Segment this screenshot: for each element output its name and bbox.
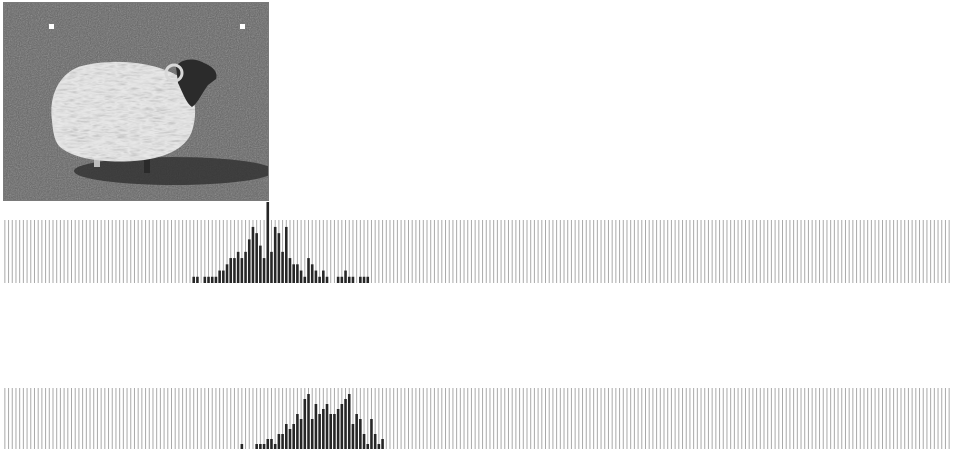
histogram-bar: [266, 439, 270, 449]
histogram-bar: [322, 409, 325, 449]
histogram-bar: [262, 258, 266, 283]
histogram-bar: [325, 276, 329, 283]
histogram-bar: [292, 264, 295, 283]
histogram-bar: [222, 270, 225, 283]
histogram-bar: [218, 270, 221, 283]
histogram-bar: [307, 258, 310, 283]
histogram-bar: [351, 276, 355, 283]
histogram-bar: [381, 439, 384, 449]
histogram-bar: [299, 270, 303, 283]
histogram-bar: [240, 444, 244, 449]
histogram-bar: [314, 404, 318, 449]
histogram-bar: [373, 434, 377, 449]
histogram-bar: [288, 429, 292, 449]
histogram-bar: [310, 419, 314, 449]
histogram-bar: [336, 276, 340, 283]
histogram-bar: [273, 226, 277, 283]
histogram-bar: [318, 276, 321, 283]
sheep-photo: [3, 2, 269, 201]
histogram-bar: [196, 276, 199, 283]
histogram-bar: [333, 414, 336, 449]
histogram-bar: [251, 226, 255, 283]
histogram-1-svg: [4, 202, 950, 283]
histogram-bar: [351, 424, 355, 449]
histogram-bar: [277, 434, 281, 449]
histogram-bar: [207, 276, 210, 283]
histogram-bar: [362, 276, 366, 283]
histogram-bar: [192, 276, 196, 283]
histogram-bar: [270, 439, 273, 449]
histogram-bar: [214, 276, 218, 283]
histogram-bar: [359, 419, 362, 449]
histogram-bar: [366, 276, 370, 283]
histogram-bar: [247, 239, 251, 283]
histogram-bar: [362, 434, 366, 449]
histogram-bar: [259, 245, 262, 283]
histogram-bar: [347, 276, 351, 283]
histogram-bar: [377, 444, 381, 449]
histogram-bar: [288, 258, 292, 283]
histogram-bar: [310, 264, 314, 283]
histogram-bar: [277, 233, 281, 283]
histogram-bar: [318, 414, 321, 449]
histogram-bar: [340, 404, 344, 449]
histogram-bar: [270, 251, 273, 283]
histogram-bar: [259, 444, 262, 449]
histogram-bar: [273, 444, 277, 449]
histogram-bar: [296, 414, 299, 449]
histogram-2-svg: [4, 388, 950, 449]
histogram-bar: [225, 264, 229, 283]
histogram-bar: [340, 276, 344, 283]
histogram-1: [3, 199, 951, 284]
histogram-bar: [344, 399, 347, 449]
histogram-bar: [322, 270, 325, 283]
histogram-bar: [233, 258, 236, 283]
histogram-bar: [296, 264, 299, 283]
marker-square: [49, 24, 54, 29]
histogram-bar: [281, 251, 284, 283]
histogram-bar: [344, 270, 347, 283]
histogram-bar: [359, 276, 362, 283]
histogram-bar: [244, 251, 247, 283]
sheep-photo-image: [4, 3, 268, 200]
histogram-bar: [266, 202, 270, 283]
histogram-bar: [284, 226, 288, 283]
histogram-bar: [284, 424, 288, 449]
sheep-shadow: [74, 157, 268, 185]
histogram-bar: [355, 414, 358, 449]
histogram-bar: [299, 419, 303, 449]
histogram-bar: [329, 414, 333, 449]
histogram-bar: [255, 444, 258, 449]
marker-square: [240, 24, 245, 29]
histogram-bar: [370, 419, 373, 449]
histogram-bar: [236, 251, 240, 283]
histogram-bar: [336, 409, 340, 449]
histogram-bar: [325, 404, 329, 449]
sheep-horn: [164, 63, 184, 83]
histogram-bar: [366, 444, 370, 449]
histogram-bar: [281, 434, 284, 449]
histogram-bar: [262, 444, 266, 449]
histogram-2: [3, 386, 951, 450]
histogram-bar: [303, 399, 307, 449]
histogram-bar: [203, 276, 207, 283]
histogram-bar: [255, 233, 258, 283]
histogram-bar: [210, 276, 214, 283]
histogram-bar: [314, 270, 318, 283]
histogram-bar: [240, 258, 244, 283]
histogram-bar: [347, 394, 351, 449]
histogram-bar: [229, 258, 233, 283]
histogram-bar: [307, 394, 310, 449]
sheep-head: [176, 59, 217, 107]
histogram-bar: [303, 276, 307, 283]
histogram-bar: [292, 424, 295, 449]
